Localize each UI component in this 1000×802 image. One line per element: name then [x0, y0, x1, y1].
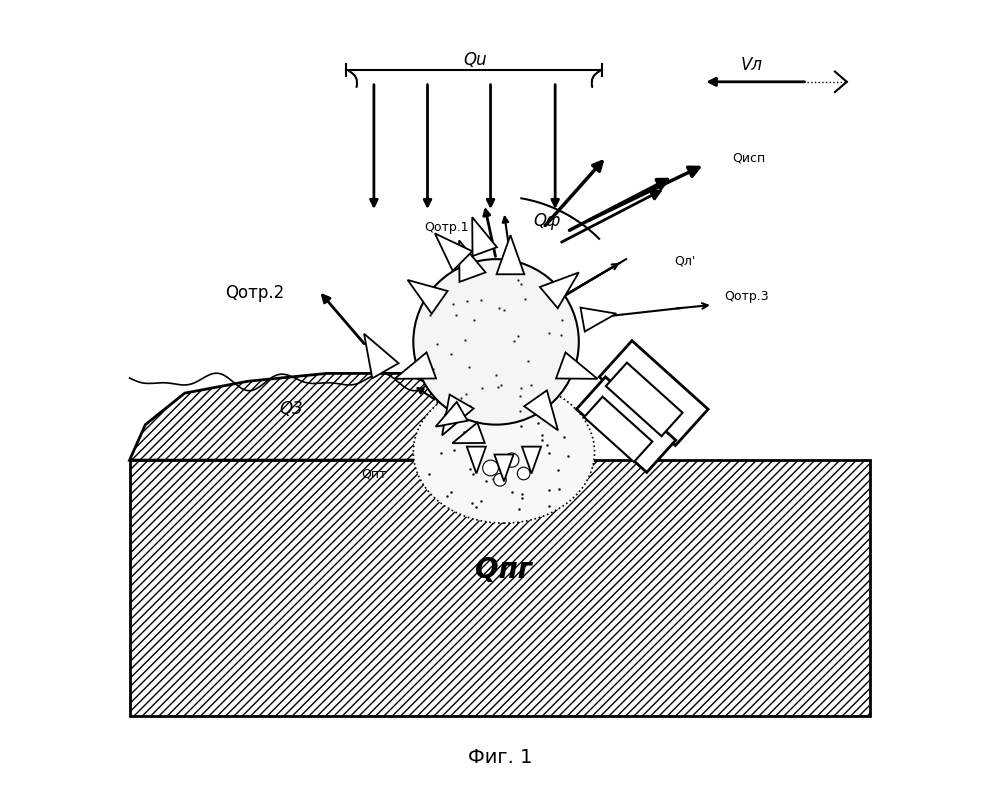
Text: Qисп: Qисп — [732, 152, 766, 164]
Ellipse shape — [413, 381, 595, 523]
Polygon shape — [408, 280, 448, 314]
Circle shape — [413, 259, 579, 424]
Polygon shape — [497, 235, 524, 274]
Polygon shape — [395, 352, 436, 379]
Polygon shape — [452, 423, 485, 444]
Polygon shape — [556, 352, 598, 379]
Text: Qотр.1: Qотр.1 — [424, 221, 469, 234]
Polygon shape — [130, 460, 870, 716]
Text: Qп: Qп — [424, 347, 442, 360]
Text: Qu: Qu — [463, 51, 487, 69]
Polygon shape — [472, 217, 497, 256]
Text: Qпт: Qпт — [361, 467, 387, 480]
Circle shape — [505, 453, 519, 468]
Polygon shape — [522, 447, 541, 473]
Polygon shape — [436, 402, 468, 427]
Circle shape — [483, 460, 498, 476]
Polygon shape — [576, 377, 676, 472]
Polygon shape — [442, 395, 474, 435]
Text: Qо: Qо — [488, 427, 512, 445]
Text: Vл: Vл — [741, 56, 763, 75]
Text: Qл': Qл' — [675, 254, 696, 267]
Polygon shape — [130, 374, 500, 460]
Polygon shape — [524, 391, 558, 431]
Text: Qотр.3: Qотр.3 — [725, 290, 769, 303]
Text: Qпг: Qпг — [478, 323, 503, 337]
Polygon shape — [584, 397, 652, 462]
Polygon shape — [364, 334, 399, 379]
Circle shape — [517, 468, 530, 480]
Polygon shape — [599, 341, 708, 446]
Text: Q3: Q3 — [279, 400, 303, 418]
Polygon shape — [581, 308, 616, 331]
Text: Qотр.2: Qотр.2 — [226, 284, 285, 302]
Polygon shape — [494, 455, 513, 481]
Polygon shape — [435, 233, 472, 271]
Text: Qф: Qф — [534, 213, 561, 230]
Text: Qпг: Qпг — [475, 557, 533, 585]
Polygon shape — [606, 363, 683, 436]
Polygon shape — [459, 241, 486, 282]
Polygon shape — [467, 447, 486, 473]
Circle shape — [494, 473, 506, 486]
Text: Фиг. 1: Фиг. 1 — [468, 747, 532, 767]
Polygon shape — [540, 273, 579, 308]
